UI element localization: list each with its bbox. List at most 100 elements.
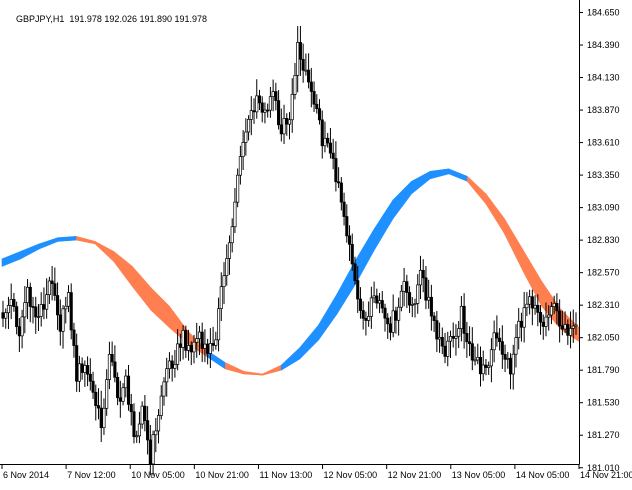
candle-body xyxy=(159,395,163,416)
candle-body xyxy=(549,306,553,316)
candle-body xyxy=(156,415,161,432)
price-axis[interactable]: 184.650 184.390 184.130 183.870 183.610 183.3… xyxy=(579,8,620,473)
candle-body xyxy=(148,439,152,465)
candle-body xyxy=(563,324,567,330)
candle-body xyxy=(566,324,570,336)
candle-body xyxy=(541,321,545,327)
candle-body xyxy=(249,110,253,120)
candle-body xyxy=(173,364,177,369)
candle-body xyxy=(503,354,507,360)
candle-body xyxy=(266,109,270,112)
price-tick-label: 181.530 xyxy=(587,398,620,408)
candle-body xyxy=(388,323,393,333)
candle-body xyxy=(146,420,150,441)
candle-body xyxy=(440,337,444,347)
price-tick-label: 181.270 xyxy=(587,430,620,440)
candle-body xyxy=(88,373,92,382)
candle-body xyxy=(34,306,38,318)
candle-body xyxy=(296,42,300,76)
price-tick-label: 184.390 xyxy=(587,40,620,50)
candle-body xyxy=(383,307,387,319)
candle-body xyxy=(165,368,169,383)
candle-body xyxy=(331,152,335,159)
candle-body xyxy=(1,312,5,319)
candle-body xyxy=(58,314,62,332)
candle-body xyxy=(42,304,46,310)
candle-body xyxy=(328,142,332,154)
candle-body xyxy=(448,336,453,342)
candle-body xyxy=(219,286,223,309)
candle-body xyxy=(192,341,196,353)
candle-body xyxy=(6,305,11,314)
time-tick-label: 12 Nov 21:00 xyxy=(388,470,442,480)
candle-body xyxy=(28,286,32,307)
candle-body xyxy=(189,345,193,353)
candle-body xyxy=(238,156,242,176)
candle-body xyxy=(135,435,139,438)
candle-body xyxy=(257,95,262,104)
candle-body xyxy=(536,304,540,313)
candle-body xyxy=(538,312,543,323)
candle-body xyxy=(99,407,103,429)
candle-body xyxy=(432,315,436,321)
candle-body xyxy=(345,216,349,237)
candle-body xyxy=(454,335,458,339)
time-tick-label: 14 Nov 05:00 xyxy=(516,470,570,480)
candle-body xyxy=(4,312,8,319)
candle-body xyxy=(508,357,513,375)
candle-body xyxy=(26,286,30,304)
candle-body xyxy=(137,423,141,437)
candle-body xyxy=(45,294,49,310)
candle-body xyxy=(50,280,54,285)
candle-body xyxy=(544,316,548,327)
candle-body xyxy=(126,375,131,405)
candle-body xyxy=(170,360,174,369)
time-axis[interactable]: 6 Nov 2014 7 Nov 12:00 10 Nov 05:00 10 Nov … xyxy=(1,464,632,480)
candle-body xyxy=(129,404,133,413)
candle-body xyxy=(380,300,384,309)
candle-body xyxy=(17,326,21,337)
candle-body xyxy=(337,181,341,184)
candle-body xyxy=(405,281,409,293)
candle-body xyxy=(558,310,562,327)
candle-body xyxy=(31,306,35,308)
candle-body xyxy=(377,300,382,304)
candle-body xyxy=(416,284,420,304)
candle-body xyxy=(372,295,376,299)
candle-body xyxy=(64,305,68,310)
candle-body xyxy=(386,317,390,325)
candle-body xyxy=(375,295,379,304)
candle-body xyxy=(397,306,401,321)
candle-body xyxy=(315,103,319,109)
candle-body xyxy=(358,298,362,311)
candle-body xyxy=(222,275,226,288)
candle-body xyxy=(94,391,98,406)
candle-body xyxy=(197,331,202,339)
candle-body xyxy=(260,102,264,113)
candle-body xyxy=(271,91,275,97)
candle-body xyxy=(282,118,286,135)
candle-body xyxy=(339,182,343,203)
candle-body xyxy=(214,339,218,346)
candle-body xyxy=(457,328,461,337)
candle-body xyxy=(236,174,240,203)
candle-body xyxy=(481,364,485,375)
candle-body xyxy=(429,296,433,317)
candle-body xyxy=(367,316,371,321)
candle-body xyxy=(178,343,182,348)
candle-body xyxy=(227,242,232,259)
candle-body xyxy=(233,201,237,228)
candle-body xyxy=(293,75,297,95)
candle-body xyxy=(39,304,43,317)
time-tick-label: 11 Nov 13:00 xyxy=(259,470,312,480)
price-tick-label: 184.650 xyxy=(587,8,620,18)
candle-body xyxy=(285,118,289,125)
candle-body xyxy=(53,283,57,296)
candle-body xyxy=(451,336,455,339)
candle-body xyxy=(121,387,125,402)
candle-body xyxy=(391,310,395,333)
candle-body xyxy=(61,308,65,332)
price-tick-label: 181.790 xyxy=(587,365,620,375)
